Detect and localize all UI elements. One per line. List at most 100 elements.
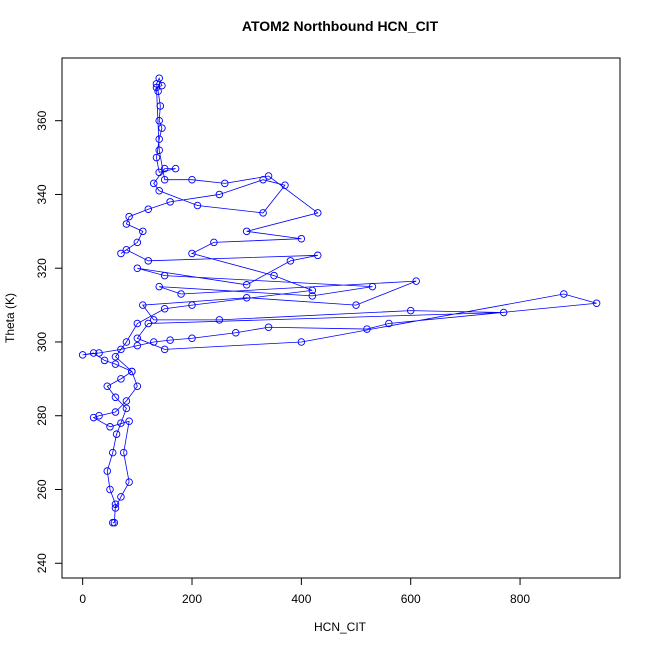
data-point — [368, 282, 377, 291]
data-point — [119, 448, 128, 457]
data-point — [155, 116, 163, 125]
data-point — [160, 305, 169, 313]
x-tick-label: 0 — [79, 592, 86, 606]
data-point — [158, 124, 166, 132]
data-point — [158, 81, 166, 90]
data-point — [152, 83, 161, 92]
data-point — [122, 246, 131, 254]
y-tick-label: 240 — [35, 553, 49, 573]
data-point — [592, 299, 601, 307]
data-point — [103, 467, 112, 475]
data-point — [111, 500, 120, 508]
data-point — [221, 179, 229, 188]
data-point — [155, 146, 163, 154]
data-point — [160, 175, 169, 184]
data-point — [117, 249, 125, 258]
data-point — [177, 290, 185, 298]
data-point — [188, 301, 196, 309]
data-point — [210, 238, 218, 247]
data-point — [385, 319, 393, 328]
data-point — [308, 292, 317, 300]
data-point — [106, 423, 114, 431]
data-point — [133, 238, 142, 247]
data-point — [103, 382, 112, 390]
data-point — [78, 351, 87, 359]
data-point — [117, 375, 125, 383]
data-point — [160, 164, 169, 173]
data-point — [156, 102, 165, 110]
x-tick-label: 400 — [291, 592, 311, 606]
data-point — [259, 175, 267, 184]
data-point — [122, 404, 131, 413]
data-point — [242, 293, 251, 302]
data-point — [111, 360, 120, 368]
data-point — [112, 430, 121, 438]
data-point — [111, 408, 120, 416]
data-point — [110, 518, 119, 527]
data-point — [171, 164, 180, 173]
data-point — [314, 251, 322, 260]
data-point — [166, 198, 174, 206]
data-point — [297, 234, 306, 243]
x-tick-label: 800 — [510, 592, 530, 606]
y-tick-label: 260 — [35, 479, 49, 499]
data-point — [188, 175, 196, 184]
data-point — [149, 338, 158, 346]
data-point — [122, 338, 131, 346]
data-point — [139, 301, 147, 309]
data-point — [122, 220, 131, 228]
data-point — [499, 308, 508, 317]
data-point — [406, 306, 415, 315]
data-point — [242, 227, 251, 236]
data-point — [363, 325, 371, 333]
data-point — [117, 419, 125, 427]
x-axis-label: HCN_CIT — [314, 620, 367, 634]
data-point — [133, 319, 142, 328]
data-point — [188, 249, 196, 258]
data-point — [160, 271, 169, 280]
data-point — [111, 504, 120, 512]
data-point — [154, 87, 162, 95]
data-point — [125, 417, 133, 426]
y-tick-label: 340 — [35, 184, 49, 204]
data-point — [100, 356, 109, 365]
x-tick-label: 600 — [401, 592, 421, 606]
data-point — [95, 411, 103, 420]
data-point — [117, 345, 125, 354]
data-point — [125, 212, 133, 221]
data-point — [111, 352, 120, 361]
data-point — [314, 209, 322, 217]
data-point — [133, 334, 142, 343]
data-point — [215, 190, 224, 199]
data-point — [89, 413, 98, 422]
data-point — [139, 227, 147, 236]
data-point — [155, 168, 163, 177]
data-point — [155, 135, 163, 143]
data-point — [286, 257, 295, 265]
data-point — [215, 316, 224, 324]
y-tick-label: 360 — [35, 110, 49, 130]
chart-title: ATOM2 Northbound HCN_CIT — [242, 18, 439, 34]
data-point — [144, 205, 153, 213]
data-point — [106, 485, 114, 494]
data-point — [352, 301, 360, 309]
data-point — [144, 319, 153, 328]
data-point — [95, 349, 103, 357]
data-point — [108, 448, 117, 457]
data-point — [308, 286, 317, 295]
data-point — [144, 257, 153, 265]
y-tick-label: 320 — [35, 258, 49, 278]
data-point — [193, 201, 202, 210]
data-point — [125, 478, 133, 486]
data-point — [155, 187, 163, 195]
data-point — [122, 397, 131, 405]
data-point — [297, 338, 306, 346]
data-point — [133, 382, 142, 390]
data-point — [270, 271, 278, 280]
data-point — [128, 367, 136, 376]
data-point — [155, 282, 163, 291]
data-point — [89, 349, 98, 357]
